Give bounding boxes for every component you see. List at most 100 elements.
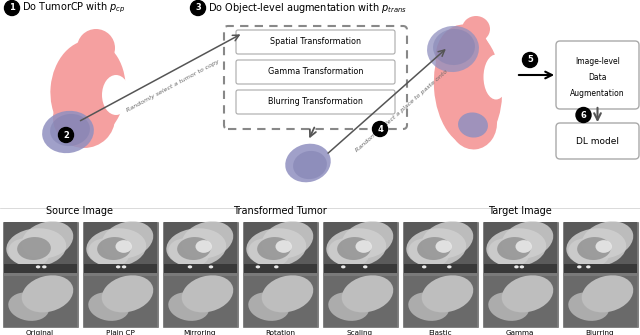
Ellipse shape xyxy=(168,238,209,267)
Bar xyxy=(563,264,637,273)
Ellipse shape xyxy=(483,55,509,99)
Ellipse shape xyxy=(328,292,369,321)
Ellipse shape xyxy=(8,292,49,321)
Ellipse shape xyxy=(42,111,94,153)
Circle shape xyxy=(576,108,591,123)
Bar xyxy=(243,222,317,327)
Ellipse shape xyxy=(6,228,66,267)
Ellipse shape xyxy=(17,237,51,260)
Text: 5: 5 xyxy=(527,56,533,65)
Ellipse shape xyxy=(406,228,466,267)
Ellipse shape xyxy=(502,275,553,312)
Bar xyxy=(163,264,237,273)
Ellipse shape xyxy=(102,75,130,115)
Ellipse shape xyxy=(577,237,611,260)
Bar xyxy=(403,222,477,327)
Ellipse shape xyxy=(248,292,289,321)
Ellipse shape xyxy=(486,228,546,267)
Ellipse shape xyxy=(102,275,153,312)
Ellipse shape xyxy=(22,275,73,312)
Ellipse shape xyxy=(582,275,633,312)
Bar xyxy=(403,264,477,273)
FancyBboxPatch shape xyxy=(556,123,639,159)
Text: Spatial Transformation: Spatial Transformation xyxy=(270,38,361,47)
Ellipse shape xyxy=(257,237,291,260)
Text: Transformed Tumor: Transformed Tumor xyxy=(233,206,327,216)
Ellipse shape xyxy=(262,221,313,258)
Ellipse shape xyxy=(195,240,212,253)
Ellipse shape xyxy=(275,240,292,253)
Bar xyxy=(3,222,77,327)
Bar xyxy=(323,222,397,273)
Ellipse shape xyxy=(166,228,226,267)
Text: Randomly select a tumor to copy: Randomly select a tumor to copy xyxy=(125,58,220,113)
Text: DL model: DL model xyxy=(576,136,619,145)
Ellipse shape xyxy=(586,265,591,268)
Bar xyxy=(323,276,397,327)
Ellipse shape xyxy=(115,240,132,253)
Ellipse shape xyxy=(408,238,449,267)
Bar xyxy=(323,222,397,327)
Ellipse shape xyxy=(53,88,115,148)
Ellipse shape xyxy=(422,265,426,268)
Text: 1: 1 xyxy=(9,3,15,12)
Ellipse shape xyxy=(326,228,386,267)
Text: Original: Original xyxy=(26,330,54,335)
Ellipse shape xyxy=(182,221,233,258)
Ellipse shape xyxy=(337,237,371,260)
Ellipse shape xyxy=(435,24,490,89)
Text: Plain CP: Plain CP xyxy=(106,330,134,335)
Circle shape xyxy=(58,128,74,142)
Bar xyxy=(483,276,557,327)
Bar xyxy=(163,222,237,273)
Text: Target Image: Target Image xyxy=(488,206,552,216)
Ellipse shape xyxy=(342,221,393,258)
Bar xyxy=(403,276,477,327)
Ellipse shape xyxy=(328,238,369,267)
Ellipse shape xyxy=(462,16,490,42)
Ellipse shape xyxy=(355,240,372,253)
Bar xyxy=(3,276,77,327)
Ellipse shape xyxy=(582,221,633,258)
Ellipse shape xyxy=(408,292,449,321)
Ellipse shape xyxy=(50,114,90,146)
Circle shape xyxy=(522,53,538,67)
Text: Blurring: Blurring xyxy=(586,330,614,335)
Text: Augmentation: Augmentation xyxy=(570,89,625,98)
Ellipse shape xyxy=(342,275,393,312)
Bar xyxy=(163,222,237,327)
Ellipse shape xyxy=(88,292,129,321)
Ellipse shape xyxy=(497,237,531,260)
Text: Blurring Transformation: Blurring Transformation xyxy=(268,97,363,107)
Ellipse shape xyxy=(435,240,452,253)
Bar xyxy=(83,276,157,327)
Ellipse shape xyxy=(417,237,451,260)
Ellipse shape xyxy=(77,29,115,67)
Text: 3: 3 xyxy=(195,3,201,12)
Text: Data: Data xyxy=(588,73,607,82)
Ellipse shape xyxy=(488,238,529,267)
Ellipse shape xyxy=(447,265,452,268)
Ellipse shape xyxy=(248,238,289,267)
Ellipse shape xyxy=(42,265,47,268)
Text: Scaling: Scaling xyxy=(347,330,373,335)
FancyBboxPatch shape xyxy=(556,41,639,109)
Ellipse shape xyxy=(427,26,479,72)
Text: 6: 6 xyxy=(580,111,586,120)
Ellipse shape xyxy=(168,292,209,321)
Ellipse shape xyxy=(488,292,529,321)
Bar xyxy=(483,222,557,327)
FancyBboxPatch shape xyxy=(236,30,395,54)
Text: Do Object-level augmentation with $p_{trans}$: Do Object-level augmentation with $p_{tr… xyxy=(208,1,407,15)
Ellipse shape xyxy=(520,265,524,268)
Bar xyxy=(483,264,557,273)
Ellipse shape xyxy=(8,238,49,267)
Bar xyxy=(83,222,157,327)
Ellipse shape xyxy=(177,237,211,260)
Bar xyxy=(83,222,157,273)
Ellipse shape xyxy=(434,28,502,146)
Text: Source Image: Source Image xyxy=(47,206,113,216)
Ellipse shape xyxy=(36,265,40,268)
Text: Gamma Transformation: Gamma Transformation xyxy=(268,67,363,76)
FancyBboxPatch shape xyxy=(236,60,395,84)
